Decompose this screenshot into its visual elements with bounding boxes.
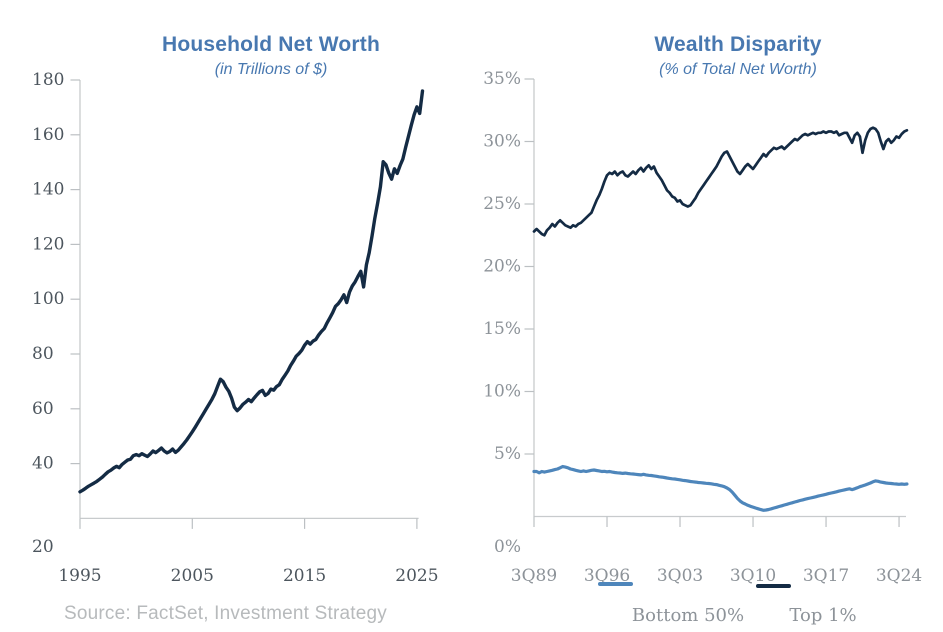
legend-label-bottom-50: Bottom 50% — [631, 605, 745, 626]
right-series-top-1- — [532, 126, 909, 237]
left-y-tick-label: 20 — [32, 537, 54, 557]
left-y-tick-label: 140 — [32, 180, 64, 200]
right-y-tick-label: 35% — [483, 69, 521, 89]
source-attribution: Source: FactSet, Investment Strategy — [64, 603, 387, 624]
right-y-tick-label: 15% — [483, 319, 521, 339]
left-y-tick-label: 80 — [32, 344, 54, 364]
left-y-tick-label: 100 — [32, 289, 64, 309]
right-y-tick-label: 10% — [483, 382, 521, 402]
right-x-tick-label: 3Q03 — [657, 566, 703, 586]
left-y-tick-label: 160 — [32, 125, 64, 145]
right-x-tick-label: 3Q10 — [730, 566, 776, 586]
right-chart: 35% 30% 25% 20% 15% 10% 5% 0% 3Q89 3Q96 3Q03 3Q10 3Q… — [483, 69, 922, 586]
left-y-tick-label: 60 — [32, 399, 54, 419]
legend-swatch-bottom-50 — [598, 582, 633, 586]
right-x-tick-label: 3Q96 — [584, 566, 630, 586]
right-chart-subtitle: (% of Total Net Worth) — [659, 61, 817, 79]
right-x-tick-label: 3Q89 — [511, 566, 557, 586]
left-y-tick-label: 120 — [32, 234, 64, 254]
left-x-tick-label: 2005 — [171, 566, 214, 586]
left-x-tick-label: 1995 — [58, 566, 101, 586]
right-y-tick-label: 25% — [483, 194, 521, 214]
left-x-tick-label: 2025 — [395, 566, 438, 586]
left-x-tick-label: 2015 — [283, 566, 326, 586]
left-series-household-net-worth — [78, 89, 425, 494]
right-chart-title-block: Wealth Disparity (% of Total Net Worth) — [563, 32, 913, 79]
right-x-tick-label: 3Q24 — [876, 566, 922, 586]
left-chart-subtitle: (in Trillions of $) — [214, 61, 328, 79]
left-chart-title: Household Net Worth — [161, 33, 381, 56]
right-chart-title: Wealth Disparity — [654, 33, 822, 56]
right-y-tick-label: 30% — [483, 132, 521, 152]
right-y-tick-label: 5% — [494, 444, 521, 464]
right-x-tick-label: 3Q17 — [803, 566, 849, 586]
right-y-tick-label: 0% — [494, 537, 521, 557]
left-chart-title-block: Household Net Worth (in Trillions of $) — [96, 32, 446, 79]
legend-swatch-top-1 — [756, 584, 791, 588]
right-y-tick-label: 20% — [483, 257, 521, 277]
left-y-tick-label: 180 — [32, 70, 64, 90]
left-y-tick-label: 40 — [32, 454, 54, 474]
right-series-bottom-50- — [532, 464, 909, 512]
legend-label-top-1: Top 1% — [789, 605, 857, 626]
